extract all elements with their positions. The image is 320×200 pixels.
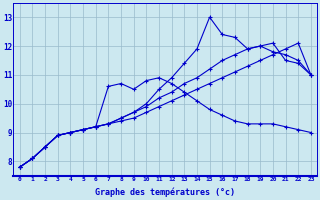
X-axis label: Graphe des températures (°c): Graphe des températures (°c) (95, 188, 235, 197)
